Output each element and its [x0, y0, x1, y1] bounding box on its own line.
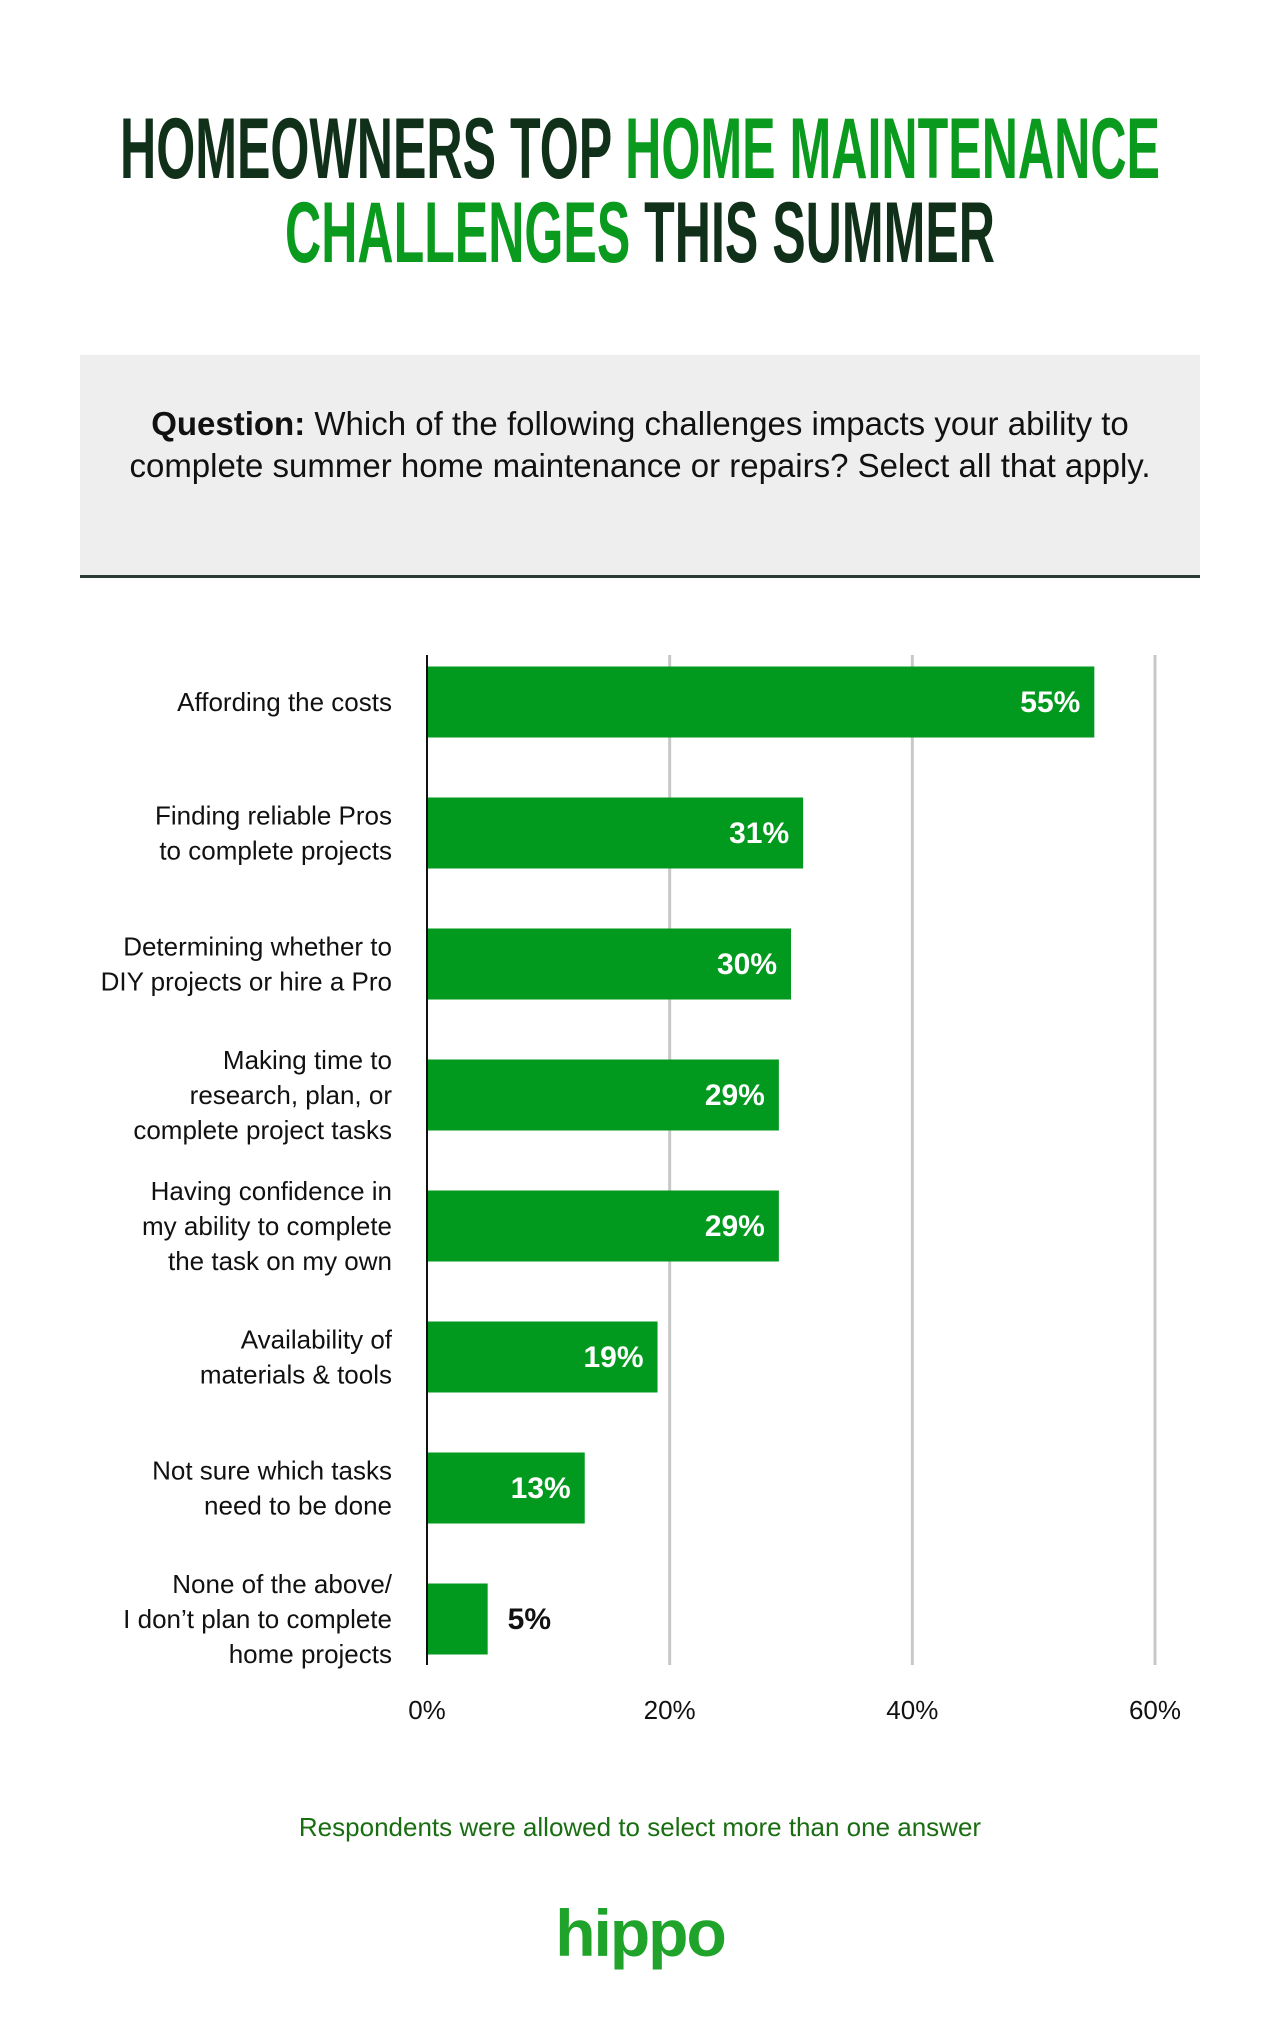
data-label: 29%: [705, 1210, 765, 1243]
category-label: need to be done: [204, 1491, 392, 1521]
category-label: Making time to: [223, 1045, 392, 1075]
category-label: Not sure which tasks: [152, 1456, 392, 1486]
category-label: Finding reliable Pros: [155, 801, 392, 831]
bar-chart: 0% 20% 40% 60% 55% Affording the costs 31% Find…: [101, 655, 1181, 1725]
question-box: Question: Which of the following challen…: [80, 355, 1200, 578]
title-green-text: HOME MAINTENANCE: [625, 101, 1160, 197]
bar: [427, 928, 791, 1000]
question-body: Which of the following challenges impact…: [129, 405, 1151, 484]
category-label: I don’t plan to complete: [123, 1604, 392, 1634]
question-label: Question:: [151, 405, 306, 442]
x-tick-label: 60%: [1129, 1695, 1181, 1725]
x-tick-label: 40%: [886, 1695, 938, 1725]
category-label: Availability of: [241, 1325, 393, 1355]
bar: [427, 1452, 585, 1524]
data-label: 5%: [508, 1603, 551, 1636]
data-label: 29%: [705, 1079, 765, 1112]
title-line-2: CHALLENGES THIS SUMMER: [285, 185, 995, 281]
category-label: Affording the costs: [177, 687, 392, 717]
category-label: the task on my own: [168, 1246, 392, 1276]
title-dark-text: HOMEOWNERS TOP: [120, 101, 625, 197]
category-label: DIY projects or hire a Pro: [101, 967, 392, 997]
data-label: 19%: [583, 1341, 643, 1374]
question-text: Question: Which of the following challen…: [120, 403, 1160, 487]
bar: [427, 797, 804, 869]
title-line-1: HOMEOWNERS TOP HOME MAINTENANCE: [120, 101, 1160, 197]
x-tick-label: 0%: [408, 1695, 446, 1725]
page-title: HOMEOWNERS TOP HOME MAINTENANCE CHALLENG…: [120, 101, 1160, 281]
category-label: materials & tools: [200, 1360, 392, 1390]
category-label: Having confidence in: [151, 1176, 392, 1206]
category-label: None of the above/: [172, 1569, 392, 1599]
category-label: my ability to complete: [142, 1211, 392, 1241]
footnote: Respondents were allowed to select more …: [298, 1812, 982, 1842]
data-label: 30%: [717, 948, 777, 981]
bar: [427, 1059, 779, 1131]
category-label: to complete projects: [159, 836, 392, 866]
title-green-text: CHALLENGES: [285, 185, 630, 281]
category-label: research, plan, or: [190, 1080, 393, 1110]
data-label: 55%: [1020, 686, 1080, 719]
category-label: Determining whether to: [123, 932, 392, 962]
bar: [427, 1190, 779, 1262]
data-label: 13%: [511, 1472, 571, 1505]
title-dark-text: THIS SUMMER: [630, 185, 995, 281]
bar: [427, 1321, 658, 1393]
x-tick-label: 20%: [644, 1695, 696, 1725]
hippo-logo: hippo: [555, 1896, 727, 1970]
data-label: 31%: [729, 817, 789, 850]
bar: [427, 1583, 488, 1655]
category-label: complete project tasks: [133, 1115, 392, 1145]
bar: [427, 666, 1095, 738]
category-label: home projects: [229, 1639, 392, 1669]
